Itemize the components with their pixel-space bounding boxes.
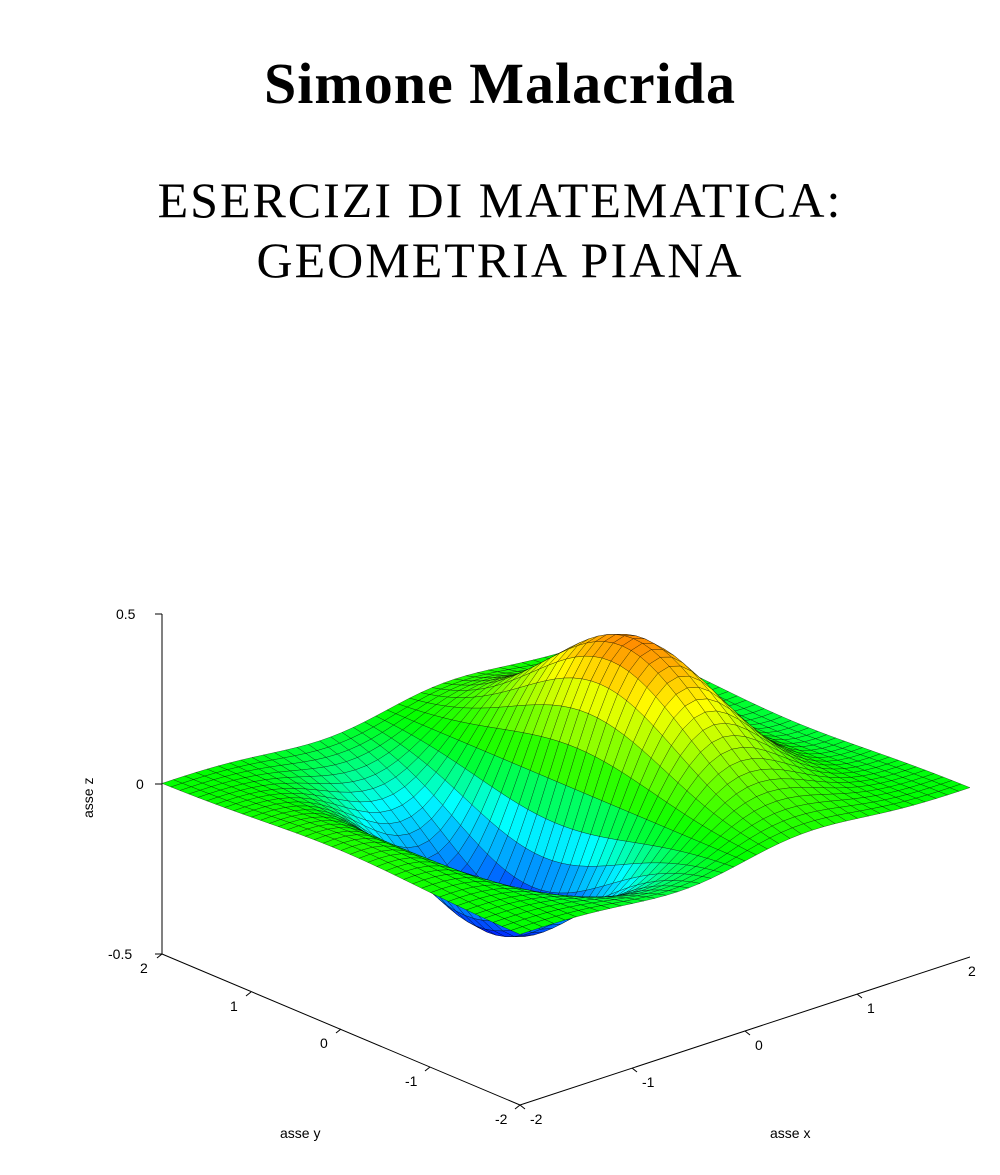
x-tick-2: 2 — [968, 963, 976, 979]
y-tick-1: 1 — [230, 998, 238, 1014]
surface-svg — [50, 550, 970, 1150]
y-tick--1: -1 — [405, 1073, 417, 1089]
z-tick--0.5: -0.5 — [108, 946, 132, 962]
surface-mesh — [162, 634, 970, 936]
x-tick--1: -1 — [642, 1074, 654, 1090]
x-tick-1: 1 — [867, 1000, 875, 1016]
z-axis-label: asse z — [80, 778, 96, 818]
y-tick--2: -2 — [495, 1111, 507, 1127]
x-tick-0: 0 — [755, 1037, 763, 1053]
title-line-2: GEOMETRIA PIANA — [257, 232, 744, 288]
surface-plot-3d: 0.5 0 -0.5 2 1 0 -1 -2 -2 -1 0 1 2 asse … — [50, 550, 970, 1150]
z-tick-0: 0 — [136, 776, 144, 792]
x-tick--2: -2 — [530, 1111, 542, 1127]
y-axis-label: asse y — [280, 1125, 320, 1141]
title-line-1: ESERCIZI DI MATEMATICA: — [158, 172, 843, 228]
author-name: Simone Malacrida — [0, 50, 1000, 117]
z-tick-0.5: 0.5 — [116, 606, 135, 622]
x-axis-label: asse x — [770, 1125, 810, 1141]
book-title: ESERCIZI DI MATEMATICA: GEOMETRIA PIANA — [0, 170, 1000, 290]
y-tick-0: 0 — [320, 1035, 328, 1051]
y-tick-2: 2 — [140, 960, 148, 976]
